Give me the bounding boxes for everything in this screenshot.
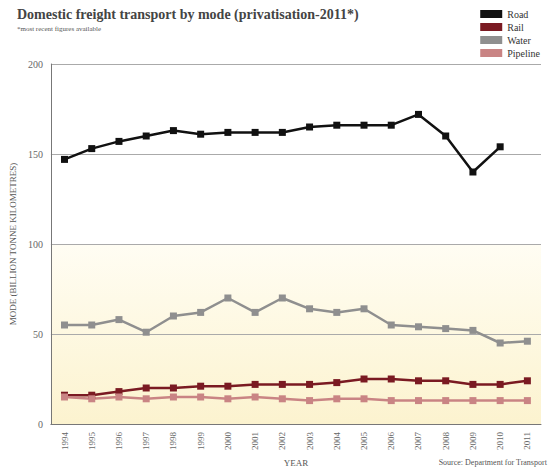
svg-text:200: 200 <box>28 59 43 70</box>
svg-text:1998: 1998 <box>168 432 178 451</box>
svg-text:100: 100 <box>28 239 43 250</box>
svg-text:2000: 2000 <box>223 432 233 451</box>
svg-text:0: 0 <box>38 419 43 430</box>
svg-text:150: 150 <box>28 149 43 160</box>
svg-text:2011: 2011 <box>522 432 532 450</box>
svg-text:1996: 1996 <box>114 432 124 451</box>
svg-text:2009: 2009 <box>468 432 478 451</box>
svg-text:Source: Department for Transpo: Source: Department for Transport <box>439 458 548 467</box>
svg-text:1999: 1999 <box>196 432 206 451</box>
svg-text:*most recent figures available: *most recent figures available <box>17 25 101 33</box>
svg-text:Road: Road <box>507 9 528 20</box>
svg-text:Domestic freight transport by: Domestic freight transport by mode (priv… <box>17 7 359 23</box>
svg-text:50: 50 <box>33 329 43 340</box>
svg-text:Water: Water <box>507 35 531 46</box>
svg-text:MODE (BILLION TONNE KILOMETRES: MODE (BILLION TONNE KILOMETRES) <box>8 163 18 325</box>
svg-text:1995: 1995 <box>87 432 97 451</box>
svg-text:2007: 2007 <box>413 432 423 451</box>
svg-text:2004: 2004 <box>332 432 342 451</box>
svg-text:2001: 2001 <box>250 432 260 450</box>
svg-text:1997: 1997 <box>141 432 151 451</box>
svg-text:2010: 2010 <box>495 432 505 451</box>
svg-text:YEAR: YEAR <box>284 458 309 468</box>
svg-text:Pipeline: Pipeline <box>507 48 540 59</box>
svg-text:2005: 2005 <box>359 432 369 451</box>
svg-text:2008: 2008 <box>441 432 451 451</box>
svg-text:2006: 2006 <box>386 432 396 451</box>
svg-text:Rail: Rail <box>507 22 524 33</box>
svg-text:2003: 2003 <box>305 432 315 451</box>
svg-text:1994: 1994 <box>60 432 70 451</box>
svg-text:2002: 2002 <box>277 432 287 450</box>
